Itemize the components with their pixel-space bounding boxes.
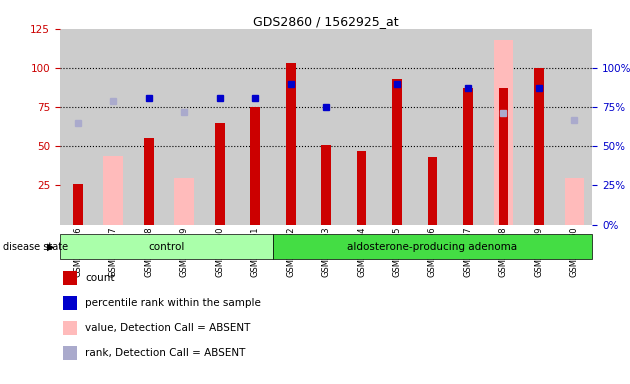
Text: percentile rank within the sample: percentile rank within the sample [85, 298, 261, 308]
Bar [215, 123, 224, 225]
Bar [250, 107, 260, 225]
Text: disease state: disease state [3, 242, 68, 252]
Bar [379, 29, 415, 225]
Bar [498, 88, 508, 225]
Title: GDS2860 / 1562925_at: GDS2860 / 1562925_at [253, 15, 399, 28]
Bar [428, 157, 437, 225]
Bar [534, 68, 544, 225]
Bar [321, 145, 331, 225]
Text: value, Detection Call = ABSENT: value, Detection Call = ABSENT [85, 323, 251, 333]
Bar [357, 151, 367, 225]
Bar [202, 29, 238, 225]
Bar [392, 79, 402, 225]
Bar [144, 139, 154, 225]
Bar [95, 29, 131, 225]
Text: ▶: ▶ [47, 242, 54, 252]
Bar [564, 178, 584, 225]
Bar [344, 29, 379, 225]
Bar [415, 29, 450, 225]
Bar [463, 88, 473, 225]
Bar [273, 29, 308, 225]
Bar [175, 178, 194, 225]
Bar [494, 40, 513, 225]
Bar [285, 63, 295, 225]
Bar [60, 29, 95, 225]
Bar [72, 184, 83, 225]
Bar [557, 29, 592, 225]
Text: control: control [148, 242, 185, 252]
Bar [450, 29, 486, 225]
Bar [273, 234, 592, 259]
Bar [131, 29, 166, 225]
Text: aldosterone-producing adenoma: aldosterone-producing adenoma [347, 242, 518, 252]
Bar [103, 156, 123, 225]
Text: rank, Detection Call = ABSENT: rank, Detection Call = ABSENT [85, 348, 246, 358]
Bar [238, 29, 273, 225]
Bar [486, 29, 521, 225]
Bar [166, 29, 202, 225]
Bar [308, 29, 344, 225]
Text: count: count [85, 273, 115, 283]
Bar [521, 29, 557, 225]
Bar [60, 234, 273, 259]
